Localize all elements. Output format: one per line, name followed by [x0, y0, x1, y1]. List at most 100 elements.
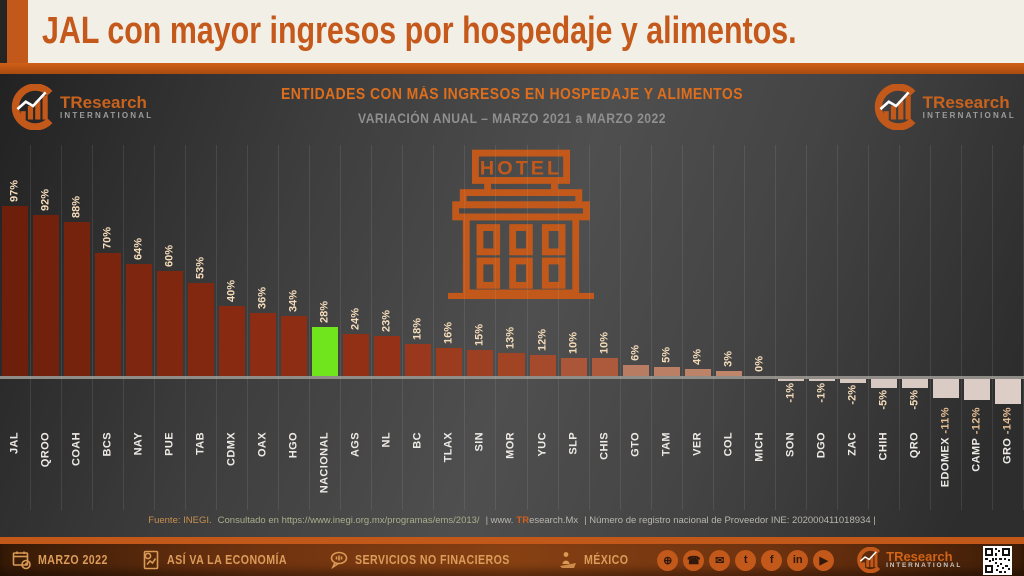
bar-QROO: [33, 215, 60, 376]
tresearch-mark-icon: [857, 547, 881, 573]
axis-label-COL: COL: [722, 432, 735, 457]
bar-chart: 97% JAL 92% QROO 88% COAH 70% BCS 64% NAY 60% PUE 53…: [0, 145, 1024, 510]
value-label-CHIH: -5%: [877, 390, 890, 410]
bar-AGS: [343, 334, 370, 376]
value-label-ZAC: -2%: [846, 385, 859, 405]
bar-column-CDMX: 40% CDMX: [217, 145, 249, 510]
axis-label-BCS: BCS: [101, 432, 114, 457]
footer-country-item: MÉXICO: [558, 550, 636, 570]
hotel-sign-label: HOTEL: [480, 157, 562, 179]
bar-column-COAH: 88% COAH: [62, 145, 94, 510]
bar-CDMX: [219, 306, 246, 376]
bar-column-CHIS: 10% CHIS: [590, 145, 621, 510]
value-label-MICH: 0%: [753, 356, 766, 372]
facebook-icon[interactable]: f: [761, 549, 783, 571]
bar-column-PUE: 60% PUE: [155, 145, 187, 510]
footer-tagline: ASÍ VA LA ECONOMÍA: [166, 553, 287, 567]
value-label-QROO: 92%: [39, 188, 52, 211]
brand-name: TResearch: [60, 92, 147, 112]
axis-label-TLAX: TLAX: [442, 432, 455, 463]
chart-title: ENTIDADES CON MÁS INGRESOS EN HOSPEDAJE …: [281, 86, 743, 103]
value-label-YUC: 12%: [536, 328, 549, 351]
social-icons: ⊕ ☎ ✉ t f in ▶: [657, 549, 835, 571]
zero-baseline: [0, 376, 1024, 379]
brand-subname: INTERNATIONAL: [60, 110, 154, 120]
left-dark-edge: [0, 0, 7, 63]
bar-JAL: [2, 206, 29, 376]
bar-column-NACIONAL: 28% NACIONAL: [310, 145, 342, 510]
value-label-TAB: 53%: [194, 256, 207, 279]
bar-TAB: [188, 283, 215, 376]
bar-column-SLP: 10% SLP: [559, 145, 590, 510]
axis-label-TAB: TAB: [194, 432, 207, 455]
brand-subname: INTERNATIONAL: [886, 562, 963, 570]
bar-column-OAX: 36% OAX: [248, 145, 280, 510]
footer-brand-logo: TResearch INTERNATIONAL: [855, 547, 962, 573]
value-label-JAL: 97%: [8, 179, 21, 202]
bar-column-TLAX: 16% TLAX: [434, 145, 466, 510]
bar-column-BCS: 70% BCS: [93, 145, 125, 510]
axis-label-CAMP: CAMP -12%: [970, 407, 983, 472]
speech-bubble-icon: [330, 551, 348, 570]
bar-column-TAB: 53% TAB: [186, 145, 218, 510]
bar-ZAC: [839, 379, 866, 383]
bar-VER: [684, 369, 711, 376]
page-title: JAL con mayor ingresos por hospedaje y a…: [42, 10, 797, 52]
bar-SON: [777, 379, 804, 381]
qr-code[interactable]: [983, 545, 1012, 575]
bar-NACIONAL: [312, 327, 339, 376]
bar-TAM: [653, 367, 680, 376]
axis-label-SLP: SLP: [567, 432, 580, 455]
brand-name: TResearch: [922, 92, 1010, 112]
value-label-HGO: 34%: [287, 289, 300, 312]
axis-label-OAX: OAX: [256, 432, 269, 458]
linkedin-icon[interactable]: in: [787, 549, 809, 571]
bar-GTO: [622, 365, 649, 376]
brand-logo-left: TResearch INTERNATIONAL: [8, 84, 153, 130]
bar-CAMP: [963, 379, 990, 400]
source-url[interactable]: Consultado en https://www.inegi.org.mx/p…: [217, 515, 480, 526]
orange-divider-top: [0, 63, 1024, 74]
hotel-icon: HOTEL: [448, 149, 594, 299]
axis-label-NAY: NAY: [132, 432, 145, 456]
value-label-TAM: 5%: [660, 347, 673, 363]
axis-label-NACIONAL: NACIONAL: [318, 432, 331, 494]
value-label-SIN: 15%: [473, 323, 486, 346]
brand-logo-right: TResearch INTERNATIONAL: [871, 84, 1016, 130]
site-link[interactable]: esearch.Mx: [529, 515, 579, 526]
bar-column-CAMP: CAMP -12%: [962, 145, 993, 510]
phone-icon[interactable]: ☎: [683, 549, 705, 571]
bar-column-GTO: 6% GTO: [621, 145, 652, 510]
bar-SLP: [560, 358, 587, 376]
bar-column-TAM: 5% TAM: [652, 145, 683, 510]
footer-economy-item: ASÍ VA LA ECONOMÍA: [141, 550, 308, 570]
axis-label-SON: SON: [784, 432, 797, 458]
brand-name: TResearch: [886, 548, 953, 564]
value-label-DGO: -1%: [815, 383, 828, 403]
bar-column-CHIH: -5% CHIH: [869, 145, 900, 510]
chart-subtitle: VARIACIÓN ANUAL – MARZO 2021 a MARZO 202…: [358, 111, 666, 126]
axis-label-CHIH: CHIH: [877, 432, 890, 461]
registry-number: | Número de registro nacional de Proveed…: [584, 515, 876, 526]
source-label: Fuente: INEGI.: [148, 515, 212, 526]
bar-OAX: [250, 313, 277, 376]
value-label-GTO: 6%: [629, 345, 642, 361]
globe-icon[interactable]: ⊕: [657, 549, 679, 571]
bar-column-JAL: 97% JAL: [0, 145, 32, 510]
axis-label-CHIS: CHIS: [598, 432, 611, 460]
value-label-COAH: 88%: [70, 195, 83, 218]
bar-column-EDOMEX: EDOMEX -11%: [931, 145, 962, 510]
twitter-icon[interactable]: t: [735, 549, 757, 571]
value-label-MOR: 13%: [504, 326, 517, 349]
footer-date: MARZO 2022: [38, 553, 108, 567]
footer-bar: MARZO 2022 ASÍ VA LA ECONOMÍA: [0, 544, 1024, 576]
mexico-map-icon: [560, 552, 577, 568]
mail-icon[interactable]: ✉: [709, 549, 731, 571]
bar-column-GRO: GRO -14%: [993, 145, 1024, 510]
bar-MOR: [498, 353, 525, 376]
bar-CHIH: [870, 379, 897, 388]
bar-column-COL: 3% COL: [714, 145, 745, 510]
youtube-icon[interactable]: ▶: [813, 549, 835, 571]
value-label-NL: 23%: [380, 309, 393, 332]
